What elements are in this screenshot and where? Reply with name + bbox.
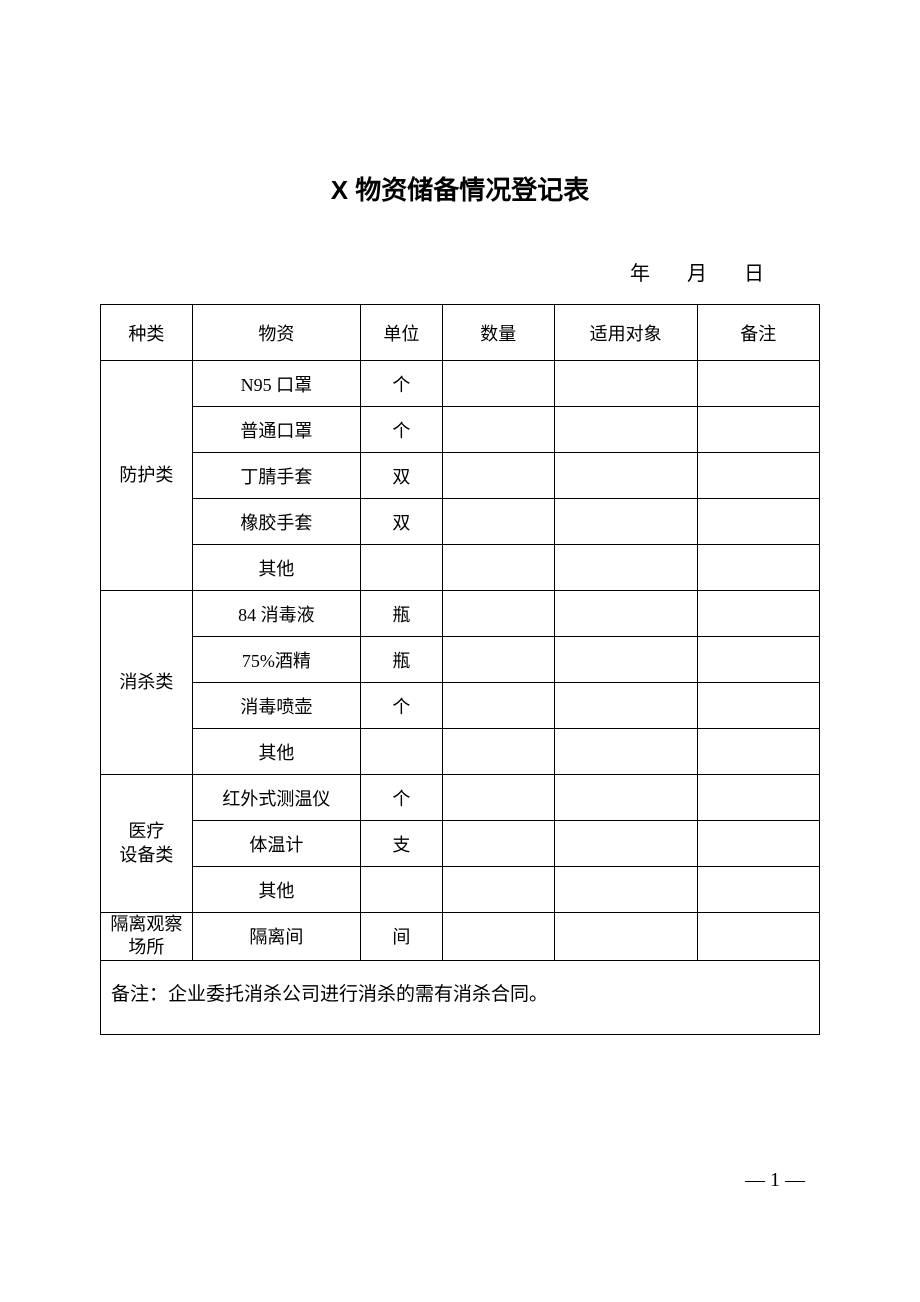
item-cell: 84 消毒液	[192, 591, 360, 637]
target-cell	[554, 545, 697, 591]
year-label: 年	[630, 263, 652, 285]
target-cell	[554, 637, 697, 683]
col-note: 备注	[697, 305, 819, 361]
footnote-row: 备注：企业委托消杀公司进行消杀的需有消杀合同。	[101, 960, 820, 1034]
item-cell: 其他	[192, 867, 360, 913]
item-cell: 普通口罩	[192, 407, 360, 453]
table-row: 丁腈手套双	[101, 453, 820, 499]
unit-cell	[361, 729, 443, 775]
qty-cell	[442, 637, 554, 683]
item-cell: 体温计	[192, 821, 360, 867]
note-cell	[697, 637, 819, 683]
category-cell: 消杀类	[101, 591, 193, 775]
unit-cell	[361, 545, 443, 591]
target-cell	[554, 729, 697, 775]
col-item: 物资	[192, 305, 360, 361]
target-cell	[554, 499, 697, 545]
category-cell: 隔离观察场所	[101, 913, 193, 961]
unit-cell: 个	[361, 361, 443, 407]
table-row: 防护类N95 口罩个	[101, 361, 820, 407]
note-cell	[697, 775, 819, 821]
col-unit: 单位	[361, 305, 443, 361]
target-cell	[554, 913, 697, 961]
unit-cell: 双	[361, 499, 443, 545]
qty-cell	[442, 913, 554, 961]
item-cell: N95 口罩	[192, 361, 360, 407]
unit-cell: 支	[361, 821, 443, 867]
note-cell	[697, 545, 819, 591]
target-cell	[554, 821, 697, 867]
note-cell	[697, 683, 819, 729]
qty-cell	[442, 591, 554, 637]
col-target: 适用对象	[554, 305, 697, 361]
qty-cell	[442, 729, 554, 775]
target-cell	[554, 453, 697, 499]
unit-cell: 瓶	[361, 591, 443, 637]
table-header-row: 种类 物资 单位 数量 适用对象 备注	[101, 305, 820, 361]
day-label: 日	[744, 263, 766, 285]
qty-cell	[442, 499, 554, 545]
item-cell: 红外式测温仪	[192, 775, 360, 821]
qty-cell	[442, 775, 554, 821]
category-cell: 医疗设备类	[101, 775, 193, 913]
table-row: 体温计支	[101, 821, 820, 867]
item-cell: 橡胶手套	[192, 499, 360, 545]
note-cell	[697, 913, 819, 961]
item-cell: 其他	[192, 729, 360, 775]
unit-cell: 间	[361, 913, 443, 961]
unit-cell: 个	[361, 775, 443, 821]
supplies-table: 种类 物资 单位 数量 适用对象 备注 防护类N95 口罩个普通口罩个丁腈手套双…	[100, 304, 820, 1035]
note-cell	[697, 591, 819, 637]
unit-cell	[361, 867, 443, 913]
note-cell	[697, 361, 819, 407]
footnote-cell: 备注：企业委托消杀公司进行消杀的需有消杀合同。	[101, 960, 820, 1034]
table-row: 隔离观察场所隔离间间	[101, 913, 820, 961]
target-cell	[554, 591, 697, 637]
unit-cell: 双	[361, 453, 443, 499]
target-cell	[554, 361, 697, 407]
table-row: 普通口罩个	[101, 407, 820, 453]
qty-cell	[442, 821, 554, 867]
month-label: 月	[687, 263, 709, 285]
qty-cell	[442, 453, 554, 499]
table-row: 其他	[101, 867, 820, 913]
date-line: 年 月 日	[100, 257, 820, 286]
unit-cell: 个	[361, 683, 443, 729]
table-row: 其他	[101, 545, 820, 591]
qty-cell	[442, 867, 554, 913]
page-title: X 物资储备情况登记表	[100, 170, 820, 207]
qty-cell	[442, 683, 554, 729]
table-row: 橡胶手套双	[101, 499, 820, 545]
item-cell: 隔离间	[192, 913, 360, 961]
item-cell: 消毒喷壶	[192, 683, 360, 729]
item-cell: 其他	[192, 545, 360, 591]
note-cell	[697, 453, 819, 499]
qty-cell	[442, 361, 554, 407]
table-row: 75%酒精瓶	[101, 637, 820, 683]
item-cell: 丁腈手套	[192, 453, 360, 499]
target-cell	[554, 407, 697, 453]
unit-cell: 个	[361, 407, 443, 453]
qty-cell	[442, 545, 554, 591]
col-category: 种类	[101, 305, 193, 361]
category-cell: 防护类	[101, 361, 193, 591]
target-cell	[554, 775, 697, 821]
item-cell: 75%酒精	[192, 637, 360, 683]
target-cell	[554, 683, 697, 729]
page-number: — 1 —	[745, 1169, 805, 1192]
note-cell	[697, 407, 819, 453]
note-cell	[697, 499, 819, 545]
qty-cell	[442, 407, 554, 453]
col-qty: 数量	[442, 305, 554, 361]
table-row: 医疗设备类红外式测温仪个	[101, 775, 820, 821]
table-row: 消毒喷壶个	[101, 683, 820, 729]
table-row: 消杀类84 消毒液瓶	[101, 591, 820, 637]
table-row: 其他	[101, 729, 820, 775]
note-cell	[697, 729, 819, 775]
target-cell	[554, 867, 697, 913]
note-cell	[697, 821, 819, 867]
unit-cell: 瓶	[361, 637, 443, 683]
note-cell	[697, 867, 819, 913]
